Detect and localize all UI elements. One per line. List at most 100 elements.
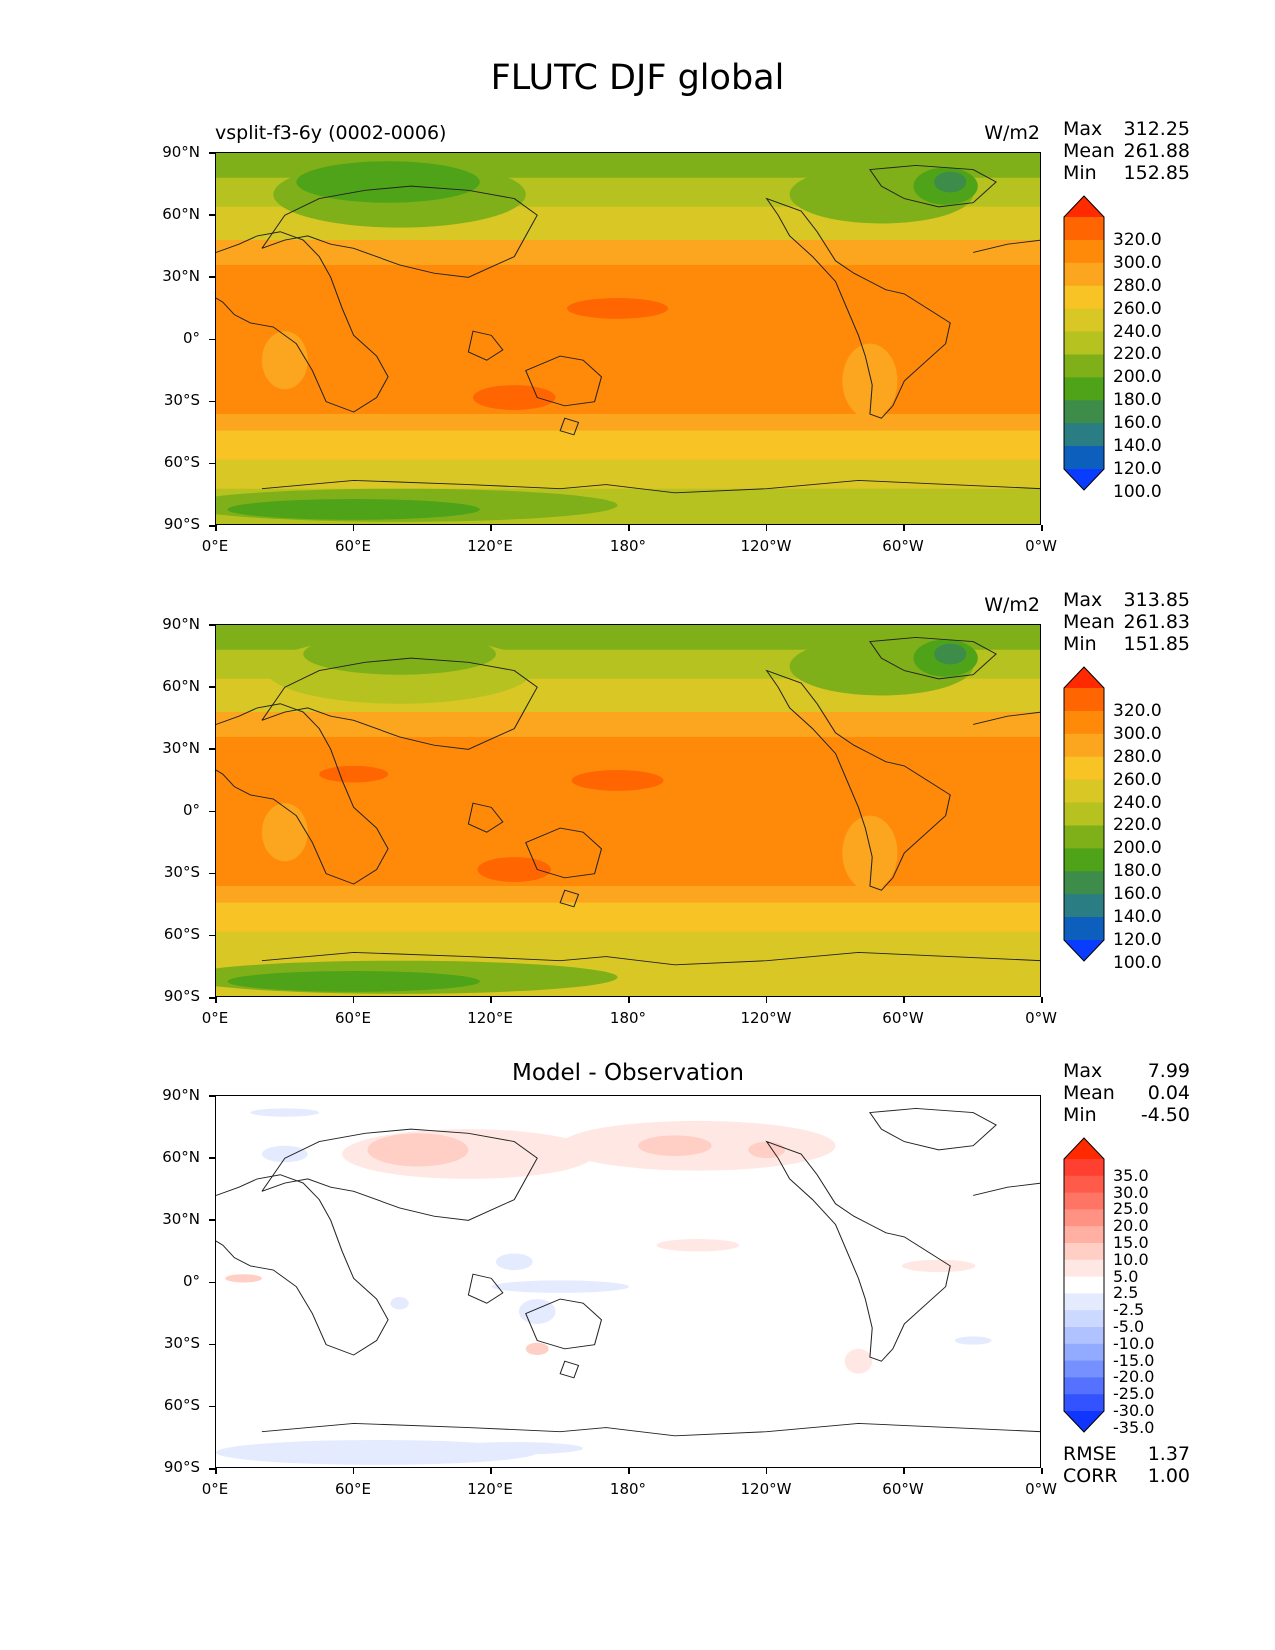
panel3-ytick-mark <box>209 1468 215 1470</box>
panel3-ytick-30s: 30°S <box>163 1334 200 1352</box>
panel1-xtick-mark <box>352 525 355 531</box>
panel3-xtick-120w: 120°W <box>740 1480 792 1498</box>
panel3-xtick-120e: 120°E <box>467 1480 513 1498</box>
panel2-ytick-30s: 30°S <box>163 863 200 881</box>
panel1-colorbar-segment <box>1064 262 1104 287</box>
panel1-xtick-mark <box>1041 525 1043 531</box>
panel1-xtick-mark <box>903 525 905 531</box>
panel1-ytick-60s: 60°S <box>163 453 200 471</box>
panel1-ytick-90s: 90°S <box>163 515 200 533</box>
panel2-ytick-mark <box>209 748 215 750</box>
panel2-colorbar-tick-label: 240.0 <box>1113 792 1162 813</box>
panel1-colorbar-tick-label: 100.0 <box>1113 481 1162 502</box>
panel2-colorbar-segment <box>1064 871 1104 895</box>
panel1-stat-max-value: 312.25 <box>1123 118 1190 140</box>
panel2-colorbar-segment <box>1064 894 1104 918</box>
panel2-stat-max-label: Max <box>1063 589 1103 611</box>
panel3-colorbar-segment <box>1064 1175 1104 1194</box>
panel3-map <box>215 1095 1041 1468</box>
panel2-ytick-30n: 30°N <box>162 739 200 757</box>
panel2-colorbar-outline <box>1063 666 1105 962</box>
panel2-ytick-90n: 90°N <box>162 615 200 633</box>
panel1-colorbar-segment <box>1064 400 1104 424</box>
panel2-colorbar-segment <box>1064 779 1104 804</box>
panel2-colorbar-segment <box>1064 802 1104 826</box>
panel3-colorbar-segment <box>1064 1276 1104 1294</box>
panel3-colorbar-tick-label: 2.5 <box>1113 1283 1139 1303</box>
panel1-stat-mean-value: 261.88 <box>1123 140 1190 162</box>
panel3-colorbar-tick-label: -2.5 <box>1113 1300 1145 1320</box>
panel2-units: W/m2 <box>984 594 1040 616</box>
panel1-colorbar-segment <box>1064 308 1104 333</box>
panel3-colorbar-segment <box>1064 1343 1104 1362</box>
panel1-ytick-90n: 90°N <box>162 143 200 161</box>
panel3-stat-min-value: -4.50 <box>1140 1104 1190 1126</box>
panel3-colorbar-extend-top <box>1064 1138 1104 1159</box>
panel1-colorbar-tick-label: 320.0 <box>1113 229 1162 250</box>
panel1-ytick-30n: 30°N <box>162 267 200 285</box>
panel3-colorbar-segment <box>1064 1360 1104 1378</box>
panel2-colorbar-tick-label: 220.0 <box>1113 815 1162 836</box>
panel3-field <box>216 1096 1040 1467</box>
panel3-colorbar-labels: 35.0 30.0 25.0 20.0 15.0 10.0 5.0 2.5 -2.5 -5.0 -1… <box>1113 1137 1203 1435</box>
panel3-xtick-mark <box>1041 1468 1043 1474</box>
panel3-corr-value: 1.00 <box>1147 1465 1190 1487</box>
panel3-colorbar-svg <box>1063 1137 1105 1433</box>
panel1-xtick-60w: 60°W <box>882 537 924 555</box>
panel2-stat-mean-label: Mean <box>1063 611 1115 633</box>
panel2-colorbar-labels: 320.0 300.0 280.0 260.0 240.0 220.0 200.0 180.0… <box>1113 666 1203 973</box>
panel2-colorbar-segment <box>1064 710 1104 735</box>
panel3-colorbar-tick-label: 35.0 <box>1113 1165 1149 1185</box>
panel3-stat-max-value: 7.99 <box>1147 1060 1190 1082</box>
panel2-colorbar-tick-label: 120.0 <box>1113 930 1162 950</box>
panel1-colorbar-segment <box>1064 423 1104 447</box>
panel3-ytick-mark <box>209 1219 215 1221</box>
panel1-ytick-30s: 30°S <box>163 391 200 409</box>
panel1-xtick-mark <box>628 525 630 531</box>
panel2-coastlines <box>216 636 1040 966</box>
panel1-xtick-60e: 60°E <box>334 537 372 555</box>
panel3-ytick-mark <box>209 1281 215 1283</box>
panel1-colorbar-tick-label: 300.0 <box>1113 252 1162 273</box>
panel2-xtick-mark <box>628 997 630 1003</box>
panel2-xtick-180: 180° <box>609 1009 647 1027</box>
panel2-xtick-0w: 0°W <box>1025 1009 1057 1027</box>
panel1-coastlines <box>216 164 1040 494</box>
panel3-xtick-mark <box>352 1468 355 1474</box>
panel3-colorbar-tick-label: -20.0 <box>1113 1367 1155 1387</box>
panel3-colorbar-segment <box>1064 1209 1104 1227</box>
panel3-ytick-60s: 60°S <box>163 1396 200 1414</box>
panel3-colorbar <box>1063 1137 1107 1437</box>
panel2-ytick-mark <box>209 624 215 626</box>
panel1-xtick-0e: 0°E <box>201 537 229 555</box>
panel2-ytick-60s: 60°S <box>163 925 200 943</box>
panel2-ytick-mark <box>209 810 215 812</box>
panel3-colorbar-tick-label: -10.0 <box>1113 1333 1155 1353</box>
panel3-xtick-mark <box>490 1468 492 1474</box>
panel3-stat-min-label: Min <box>1063 1104 1097 1126</box>
panel1-xtick-mark <box>490 525 492 531</box>
panel1-colorbar-segment <box>1064 377 1104 401</box>
panel1-colorbar-extend-bottom <box>1064 469 1104 490</box>
panel2-xtick-mark <box>490 997 492 1003</box>
panel3-rmse-value: 1.37 <box>1147 1443 1190 1465</box>
panel2-stat-min-label: Min <box>1063 633 1097 655</box>
panel2-colorbar-tick-label: 100.0 <box>1113 952 1162 973</box>
panel3-colorbar-segment <box>1064 1377 1104 1395</box>
panel3-xtick-mark <box>628 1468 630 1474</box>
panel1-map <box>215 152 1041 525</box>
panel3-stat-max-label: Max <box>1063 1060 1103 1082</box>
panel3-ytick-mark <box>209 1405 215 1408</box>
panel2-colorbar-segment <box>1064 825 1104 849</box>
panel2-map <box>215 624 1041 997</box>
panel1-colorbar-segment <box>1064 331 1104 355</box>
panel1-xtick-180: 180° <box>609 537 647 555</box>
panel1-colorbar-tick-label: 260.0 <box>1113 298 1162 319</box>
panel1-xtick-mark <box>215 525 217 531</box>
panel2-colorbar-segment <box>1064 917 1104 941</box>
panel2-colorbar-tick-label: 160.0 <box>1113 884 1162 905</box>
panel3-xtick-mark <box>903 1468 905 1474</box>
panel1-ytick-60n: 60°N <box>162 205 200 223</box>
panel2-ytick-mark <box>209 934 215 937</box>
panel2-colorbar-extend-bottom <box>1064 940 1104 961</box>
